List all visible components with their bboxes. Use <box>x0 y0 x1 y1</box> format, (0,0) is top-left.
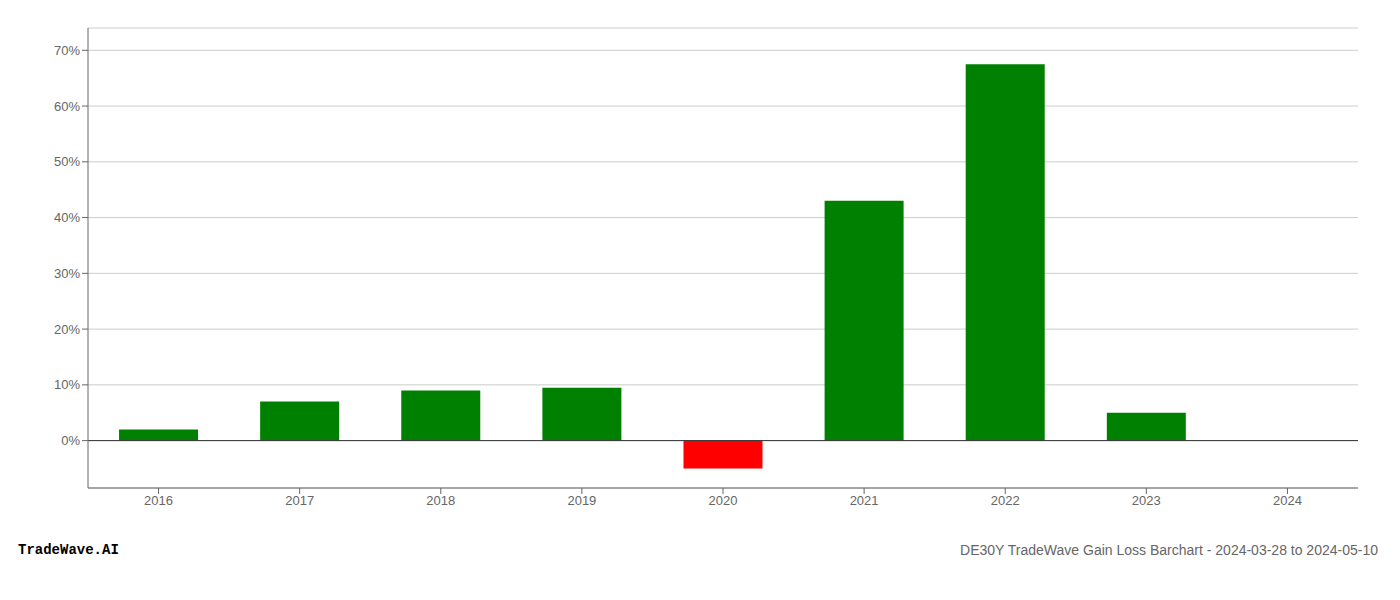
svg-text:2016: 2016 <box>144 493 173 508</box>
svg-text:2020: 2020 <box>709 493 738 508</box>
html-text:TradeWave.AI: TradeWave.AI <box>18 542 119 558</box>
svg-text:2021: 2021 <box>850 493 879 508</box>
svg-text:30%: 30% <box>54 266 80 281</box>
svg-text:2017: 2017 <box>285 493 314 508</box>
svg-text:2019: 2019 <box>567 493 596 508</box>
svg-text:10%: 10% <box>54 377 80 392</box>
svg-text:50%: 50% <box>54 154 80 169</box>
svg-text:2018: 2018 <box>426 493 455 508</box>
svg-text:60%: 60% <box>54 99 80 114</box>
svg-text:2023: 2023 <box>1132 493 1161 508</box>
svg-text:20%: 20% <box>54 322 80 337</box>
svg-text:2024: 2024 <box>1273 493 1302 508</box>
svg-text:40%: 40% <box>54 210 80 225</box>
html-text:DE30Y TradeWave Gain Loss Barc: DE30Y TradeWave Gain Loss Barchart - 202… <box>960 542 1378 558</box>
svg-text:2022: 2022 <box>991 493 1020 508</box>
svg-text:70%: 70% <box>54 43 80 58</box>
svg-text:0%: 0% <box>61 433 80 448</box>
